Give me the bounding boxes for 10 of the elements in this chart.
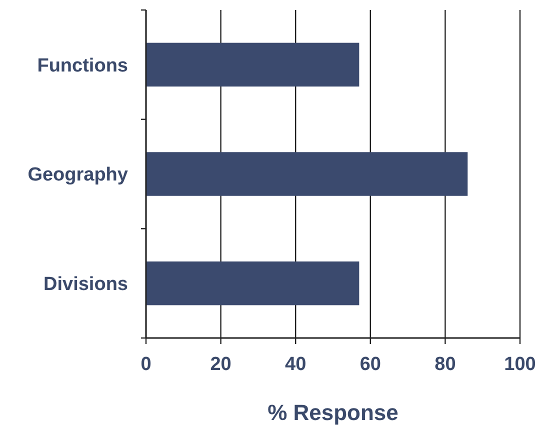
- y-tick-label: Geography: [28, 164, 128, 186]
- y-tick-label: Divisions: [44, 274, 128, 295]
- x-tick-label: 60: [360, 354, 381, 375]
- x-axis-title: % Response: [268, 400, 398, 425]
- x-tick-label: 100: [504, 354, 536, 375]
- x-tick-label: 0: [140, 354, 152, 375]
- y-tick-label: Functions: [37, 55, 128, 76]
- x-tick-label: 20: [210, 354, 232, 375]
- x-tick-label: 80: [434, 354, 456, 375]
- x-tick-label: 40: [285, 354, 306, 375]
